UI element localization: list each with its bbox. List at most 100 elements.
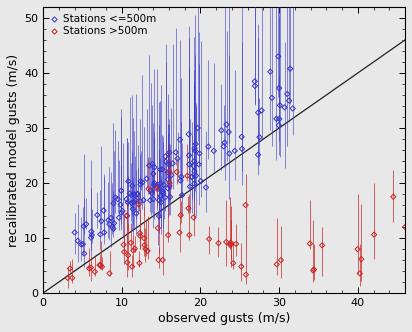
Stations <=500m <box>192 148 198 153</box>
Stations >500m <box>130 248 137 253</box>
Stations >500m <box>190 215 197 220</box>
Stations <=500m <box>129 183 136 189</box>
Stations <=500m <box>146 163 152 168</box>
Stations >500m <box>243 272 249 277</box>
Stations <=500m <box>185 131 192 137</box>
Stations >500m <box>371 232 377 237</box>
Stations <=500m <box>158 200 164 205</box>
Stations <=500m <box>110 226 117 231</box>
Stations <=500m <box>197 178 204 184</box>
Stations <=500m <box>151 165 158 170</box>
Stations >500m <box>124 213 130 219</box>
Stations <=500m <box>119 208 126 213</box>
Stations <=500m <box>161 182 167 188</box>
Stations <=500m <box>116 215 122 220</box>
Stations <=500m <box>157 193 164 199</box>
Stations <=500m <box>155 186 162 191</box>
Stations >500m <box>97 262 104 268</box>
Stations >500m <box>186 232 193 238</box>
Legend: Stations <=500m, Stations >500m: Stations <=500m, Stations >500m <box>48 12 158 39</box>
Stations <=500m <box>134 191 141 197</box>
Stations >500m <box>144 248 151 254</box>
Stations >500m <box>390 194 396 200</box>
Stations >500m <box>238 264 245 269</box>
Stations <=500m <box>140 198 147 203</box>
Stations <=500m <box>132 198 139 203</box>
Stations <=500m <box>126 191 133 196</box>
Stations >500m <box>230 261 236 266</box>
Stations <=500m <box>115 197 121 202</box>
Stations >500m <box>278 258 284 263</box>
Stations >500m <box>131 246 138 251</box>
Stations <=500m <box>218 127 225 133</box>
Stations <=500m <box>131 200 137 205</box>
Stations >500m <box>120 242 127 247</box>
Stations >500m <box>129 264 136 269</box>
Stations <=500m <box>159 167 166 172</box>
Stations <=500m <box>81 251 87 256</box>
Stations <=500m <box>156 198 162 203</box>
Stations >500m <box>145 186 152 192</box>
Stations <=500m <box>134 192 141 197</box>
Stations <=500m <box>112 195 119 200</box>
Stations >500m <box>137 230 143 236</box>
Stations >500m <box>178 212 184 218</box>
Stations <=500m <box>269 95 275 101</box>
Stations <=500m <box>252 83 258 89</box>
Stations >500m <box>159 257 166 263</box>
Stations >500m <box>69 275 75 281</box>
Stations >500m <box>154 225 161 231</box>
Stations >500m <box>141 243 148 248</box>
Stations <=500m <box>110 201 117 206</box>
Stations >500m <box>155 257 162 263</box>
Stations <=500m <box>131 192 138 198</box>
Stations >500m <box>233 241 239 247</box>
Stations <=500m <box>89 232 95 238</box>
Stations <=500m <box>157 181 164 186</box>
Stations <=500m <box>196 162 202 167</box>
Stations <=500m <box>151 180 157 186</box>
Stations <=500m <box>118 188 124 193</box>
Stations <=500m <box>83 221 89 227</box>
Stations >500m <box>137 233 143 239</box>
Stations <=500m <box>156 213 162 219</box>
Stations <=500m <box>124 213 130 218</box>
Stations <=500m <box>118 210 125 215</box>
Stations <=500m <box>166 150 173 155</box>
Stations <=500m <box>276 123 282 128</box>
Stations <=500m <box>239 146 245 151</box>
Stations <=500m <box>88 229 95 234</box>
Stations <=500m <box>205 144 212 149</box>
Stations <=500m <box>194 125 201 130</box>
Stations <=500m <box>164 170 171 175</box>
Stations <=500m <box>173 150 179 155</box>
Stations <=500m <box>164 186 171 191</box>
Stations <=500m <box>143 176 150 181</box>
Stations <=500m <box>289 106 296 111</box>
Stations <=500m <box>193 173 199 178</box>
Stations <=500m <box>111 220 117 226</box>
Stations <=500m <box>276 116 283 122</box>
Stations <=500m <box>267 69 274 74</box>
Stations <=500m <box>137 198 144 204</box>
Stations >500m <box>136 202 142 207</box>
Stations >500m <box>141 236 147 241</box>
Stations <=500m <box>139 180 146 185</box>
Stations >500m <box>86 266 92 271</box>
Stations <=500m <box>174 156 181 161</box>
Stations >500m <box>358 257 365 262</box>
Stations <=500m <box>162 159 169 164</box>
Stations >500m <box>142 246 149 252</box>
Stations <=500m <box>166 162 172 167</box>
Stations >500m <box>354 246 361 252</box>
Stations <=500m <box>223 122 230 127</box>
Stations <=500m <box>80 241 86 247</box>
Stations <=500m <box>71 230 78 235</box>
Stations <=500m <box>108 215 114 221</box>
Stations <=500m <box>211 148 217 153</box>
Stations <=500m <box>178 174 185 180</box>
Stations <=500m <box>147 198 154 203</box>
Stations <=500m <box>124 200 131 205</box>
Stations <=500m <box>258 108 265 113</box>
Stations <=500m <box>106 221 112 227</box>
